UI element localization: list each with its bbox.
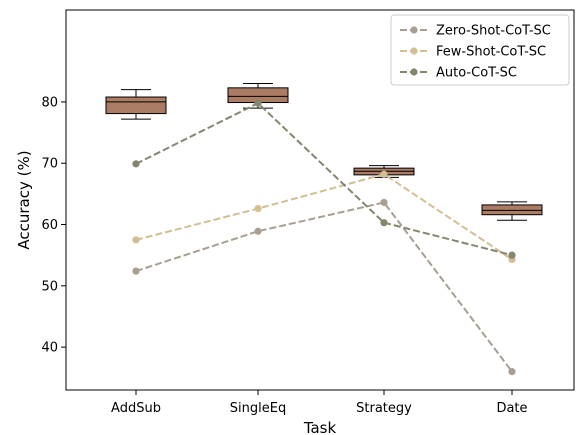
series-auto-cot-sc <box>132 99 516 259</box>
legend-label: Zero-Shot-CoT-SC <box>436 24 551 39</box>
box-addsub <box>105 89 167 120</box>
y-tick-label: 50 <box>41 279 58 294</box>
series-point <box>254 204 262 213</box>
box-body <box>105 96 167 115</box>
series-point <box>380 170 388 178</box>
series-point <box>254 227 262 235</box>
series-point <box>132 160 140 168</box>
series-point <box>508 251 516 259</box>
series-zero-shot-cot-sc <box>132 198 516 376</box>
box-date <box>481 201 543 221</box>
legend-label: Few-Shot-CoT-SC <box>436 45 546 60</box>
x-axis-label: Task <box>303 419 337 435</box>
x-tick-label: Date <box>496 401 527 416</box>
series-line <box>135 201 513 373</box>
legend-swatch-marker <box>410 47 418 55</box>
x-tick-label: Strategy <box>356 401 412 416</box>
y-axis-label: Accuracy (%) <box>15 150 33 249</box>
series-point <box>254 99 262 107</box>
legend: Zero-Shot-CoT-SC Few-Shot-CoT-SC Auto-CoT-… <box>390 14 570 86</box>
x-tick-label: SingleEq <box>230 401 286 416</box>
series-line <box>135 101 513 257</box>
series-point <box>508 368 516 376</box>
legend-label: Auto-CoT-SC <box>436 66 517 81</box>
y-tick-label: 70 <box>41 157 58 172</box>
y-tick-label: 80 <box>41 95 58 110</box>
series-point <box>380 198 388 207</box>
box-layer <box>105 83 543 221</box>
legend-frame <box>390 14 570 86</box>
series-point <box>132 267 140 275</box>
plot-frame <box>65 9 575 391</box>
legend-swatch-marker <box>410 68 418 76</box>
box-singleeq <box>227 83 289 109</box>
y-tick-label: 40 <box>41 341 58 356</box>
y-axis: 40 50 60 70 80 <box>41 95 66 356</box>
series-point <box>132 236 140 244</box>
series-point <box>380 219 388 227</box>
box-body <box>481 204 543 216</box>
x-tick-label: AddSub <box>111 401 161 416</box>
y-tick-label: 60 <box>41 218 58 233</box>
series-line <box>135 173 513 261</box>
legend-swatch-marker <box>410 26 418 34</box>
x-axis: AddSub SingleEq Strategy Date <box>111 390 528 416</box>
series-layer <box>132 99 516 376</box>
